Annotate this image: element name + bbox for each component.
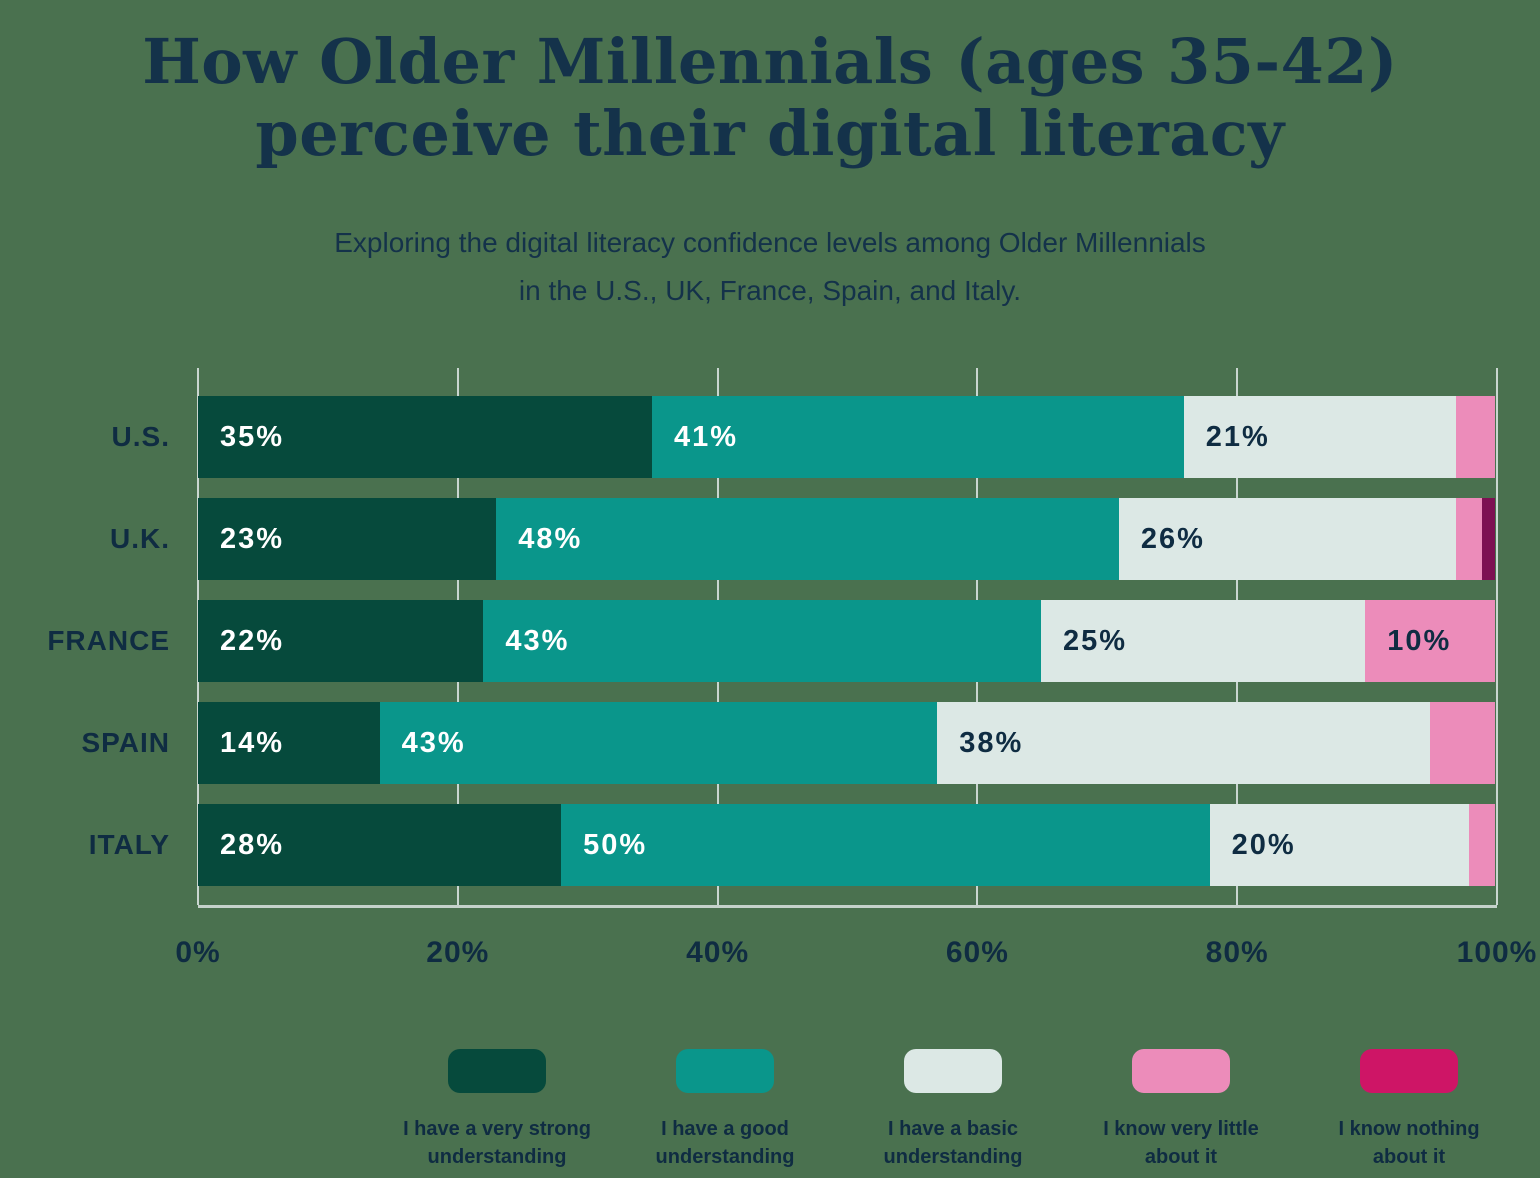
segment-value-label: 43% <box>505 624 570 657</box>
bar-row: U.S. 35% 41% 21% <box>112 396 1497 478</box>
legend-label-line1: I have a good <box>661 1118 789 1140</box>
bar-segment <box>1456 498 1482 580</box>
bar-segment: 41% <box>651 396 1184 478</box>
bar-segment: 22% <box>198 600 484 682</box>
category-label: ITALY <box>88 829 170 860</box>
legend-item: I have a good understanding <box>611 1049 839 1171</box>
legend-item: I have a basic understanding <box>839 1049 1067 1171</box>
legend-label-line2: understanding <box>655 1146 795 1168</box>
stacked-bar: 35% 41% 21% <box>198 396 1495 478</box>
bar-segment: 50% <box>561 804 1210 886</box>
segment-value-label: 14% <box>220 726 285 759</box>
segment-value-label: 10% <box>1387 624 1452 657</box>
legend-swatch <box>676 1049 774 1093</box>
x-axis-tick-label: 60% <box>945 936 1009 969</box>
stacked-bar: 28% 50% 20% <box>198 804 1495 886</box>
page-subtitle-line1: Exploring the digital literacy confidenc… <box>334 227 1206 258</box>
bar-segment: 10% <box>1365 600 1495 682</box>
segment-value-label: 50% <box>583 828 648 861</box>
bar-segment: 21% <box>1183 396 1457 478</box>
legend-label: I know very little about it <box>1103 1115 1259 1171</box>
category-label: U.S. <box>111 421 170 452</box>
segment-value-label: 25% <box>1063 624 1128 657</box>
bar-segment: 25% <box>1041 600 1366 682</box>
legend-item: I have a very strong understanding <box>383 1049 611 1171</box>
segment-value-label: 21% <box>1205 420 1270 453</box>
bar-segment: 28% <box>198 804 562 886</box>
x-axis-tick-label: 80% <box>1205 936 1269 969</box>
legend-item: I know very little about it <box>1067 1049 1295 1171</box>
x-axis-tick-label: 20% <box>426 936 490 969</box>
legend-swatch <box>1360 1049 1458 1093</box>
legend-label-line2: understanding <box>883 1146 1023 1168</box>
legend-label-line2: about it <box>1372 1146 1446 1168</box>
page-title-line2: perceive their digital literacy <box>255 97 1285 170</box>
segment-value-label: 41% <box>673 420 738 453</box>
bar-segment <box>1482 498 1495 580</box>
bar-row: ITALY 28% 50% 20% <box>89 804 1497 886</box>
page-subtitle: Exploring the digital literacy confidenc… <box>0 219 1540 315</box>
bar-segment: 35% <box>198 396 652 478</box>
segment-value-label: 38% <box>959 726 1024 759</box>
segment-value-label: 48% <box>518 522 583 555</box>
segment-value-label: 43% <box>401 726 466 759</box>
bar-segment: 43% <box>483 600 1042 682</box>
category-label: FRANCE <box>47 625 170 656</box>
legend-label-line1: I know very little <box>1103 1118 1259 1140</box>
x-axis-tick-label: 0% <box>175 936 221 969</box>
legend-label: I know nothing about it <box>1338 1115 1479 1171</box>
bar-segment: 43% <box>379 702 938 784</box>
segment-value-label: 28% <box>220 828 285 861</box>
legend-label-line1: I know nothing <box>1338 1118 1480 1140</box>
segment-value-label: 23% <box>220 522 285 555</box>
x-axis-tick-label: 40% <box>686 936 750 969</box>
gridline <box>1496 368 1498 905</box>
bar-segment <box>1469 804 1495 886</box>
plot-area: U.S. 35% 41% 21% U.K. 23% 48% 26% FRANCE 22% 43% 25… <box>47 368 1498 908</box>
bar-segment: 26% <box>1118 498 1457 580</box>
bar-segment: 14% <box>198 702 380 784</box>
bar-segment <box>1430 702 1495 784</box>
page-title-line1: How Older Millennials (ages 35-42) <box>142 25 1398 98</box>
bar-row: FRANCE 22% 43% 25% 10% <box>47 600 1497 682</box>
legend-swatch <box>448 1049 546 1093</box>
legend-swatch <box>904 1049 1002 1093</box>
legend-item: I know nothing about it <box>1295 1049 1523 1171</box>
bar-row: SPAIN 14% 43% 38% <box>82 702 1497 784</box>
legend-label: I have a basic understanding <box>884 1115 1023 1171</box>
bar-segment <box>1456 396 1495 478</box>
bar-segment: 48% <box>496 498 1119 580</box>
legend: I have a very strong understanding I have … <box>383 1049 1523 1171</box>
stacked-bar: 22% 43% 25% 10% <box>198 600 1495 682</box>
legend-label: I have a very strong understanding <box>403 1115 591 1171</box>
legend-label-line2: understanding <box>427 1146 567 1168</box>
category-label: SPAIN <box>81 727 170 758</box>
legend-label-line1: I have a very strong <box>403 1118 591 1140</box>
legend-label-line2: about it <box>1144 1146 1218 1168</box>
segment-value-label: 22% <box>220 624 285 657</box>
page-subtitle-line2: in the U.S., UK, France, Spain, and Ital… <box>518 275 1022 306</box>
x-axis-labels: 0% 20% 40% 60% 80% 100% <box>175 936 1536 976</box>
stacked-bar: 23% 48% 26% <box>198 498 1495 580</box>
stacked-bar: 14% 43% 38% <box>198 702 1495 784</box>
segment-value-label: 26% <box>1140 522 1205 555</box>
bar-row: U.K. 23% 48% 26% <box>110 498 1497 580</box>
legend-label: I have a good understanding <box>656 1115 795 1171</box>
bar-segment: 38% <box>937 702 1431 784</box>
segment-value-label: 35% <box>220 420 285 453</box>
bar-segment: 20% <box>1209 804 1470 886</box>
page-title: How Older Millennials (ages 35-42) perce… <box>0 26 1540 170</box>
legend-label-line1: I have a basic <box>887 1118 1019 1140</box>
x-axis-tick-label: 100% <box>1456 936 1538 969</box>
bar-segment: 23% <box>198 498 497 580</box>
category-label: U.K. <box>110 523 170 554</box>
legend-swatch <box>1132 1049 1230 1093</box>
segment-value-label: 20% <box>1231 828 1296 861</box>
